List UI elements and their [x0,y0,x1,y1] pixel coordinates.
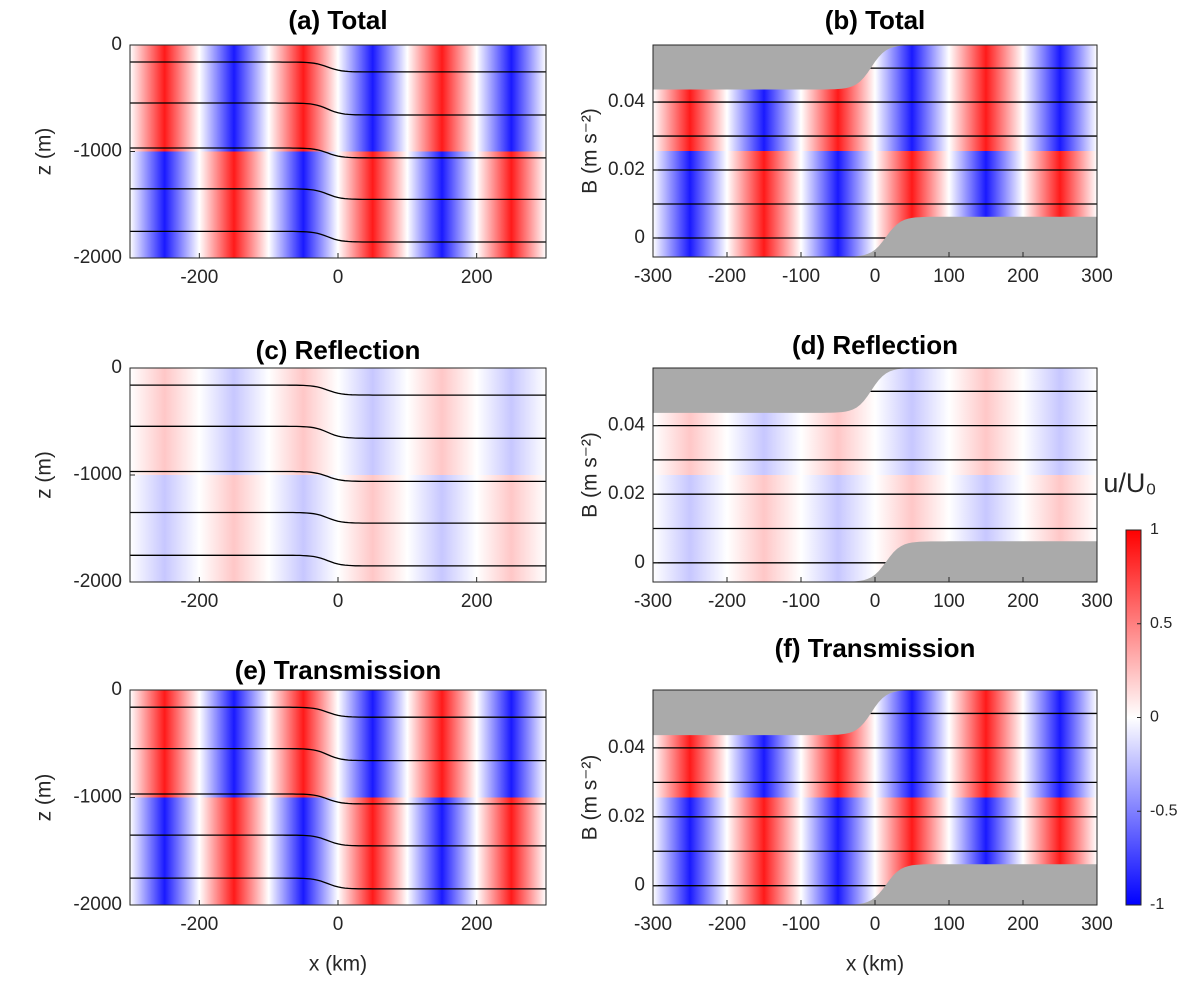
y-axis-label: B (m s⁻²) [579,108,602,194]
y-tick-label: 0.04 [608,415,645,436]
x-tick-label: 200 [461,591,493,612]
x-tick-label: -300 [634,914,672,935]
x-axis-label: x (km) [846,953,904,976]
y-tick-label: -2000 [73,247,122,268]
x-tick-label: 200 [1007,266,1039,287]
x-tick-label: 0 [870,914,881,935]
y-tick-label: -2000 [73,894,122,915]
y-tick-label: 0 [111,34,122,55]
panel-title: (d) Reflection [792,330,958,360]
y-axis-label: z (m) [33,451,56,499]
y-tick-label: 0.02 [608,483,645,504]
x-tick-label: 0 [333,914,344,935]
colorbar-tick-label: 0.5 [1150,615,1172,632]
y-tick-label: 0 [634,227,645,248]
panel-title: (b) Total [825,5,926,35]
contour-line [130,706,546,718]
x-tick-label: 200 [1007,591,1039,612]
y-tick-label: 0 [634,875,645,896]
y-axis-label: z (m) [33,774,56,822]
contour-line [130,230,546,243]
x-tick-label: 0 [333,267,344,288]
field-texture [130,368,546,475]
field-texture [130,690,546,798]
colorbar-label: u/U₀ [1103,468,1156,498]
x-tick-label: -300 [634,591,672,612]
x-tick-label: -200 [708,266,746,287]
x-tick-label: 300 [1081,914,1113,935]
contour-line [130,511,546,524]
x-tick-label: -100 [782,914,820,935]
masked-region [653,864,1097,905]
contour-line [130,834,546,847]
contour-line [130,102,546,116]
y-tick-label: 0 [111,679,122,700]
x-tick-label: 0 [870,266,881,287]
x-tick-label: -100 [782,266,820,287]
y-tick-label: -1000 [73,141,122,162]
masked-region [653,541,1097,582]
colorbar-tick-label: -1 [1150,896,1164,913]
masked-region [653,216,1097,257]
x-tick-label: 300 [1081,591,1113,612]
y-tick-label: 0.02 [608,806,645,827]
masked-region [653,368,1097,413]
contour-line [130,793,546,805]
contour-line [130,61,546,73]
x-tick-label: 100 [933,591,965,612]
masked-region [653,45,1097,90]
contour-line [130,877,546,890]
contour-line [130,747,546,762]
panel-title: (f) Transmission [775,633,976,663]
panel-title: (a) Total [288,5,387,35]
x-tick-label: 100 [933,914,965,935]
y-tick-label: 0.04 [608,737,645,758]
x-tick-label: -200 [708,591,746,612]
field-texture [130,45,546,152]
y-tick-label: 0.02 [608,159,645,180]
y-tick-label: 0 [111,357,122,378]
x-tick-label: 100 [933,266,965,287]
x-tick-label: -200 [180,914,218,935]
colorbar-tick-label: 1 [1150,521,1159,538]
y-tick-label: -1000 [73,464,122,485]
x-tick-label: 0 [333,591,344,612]
contour-line [130,188,546,201]
y-tick-label: 0.04 [608,91,645,112]
panel-title: (e) Transmission [235,655,442,685]
x-axis-label: x (km) [309,953,367,976]
panel-title: (c) Reflection [256,335,421,365]
x-tick-label: -100 [782,591,820,612]
x-tick-label: 300 [1081,266,1113,287]
y-tick-label: -2000 [73,571,122,592]
y-axis-label: B (m s⁻²) [579,755,602,841]
y-tick-label: 0 [634,552,645,573]
masked-region [653,690,1097,736]
x-tick-label: -200 [180,591,218,612]
y-axis-label: z (m) [33,128,56,176]
x-tick-label: 200 [1007,914,1039,935]
contour-line [130,384,546,396]
x-tick-label: -200 [180,267,218,288]
contour-line [130,554,546,567]
y-axis-label: B (m s⁻²) [579,432,602,518]
x-tick-label: 0 [870,591,881,612]
x-tick-label: -300 [634,266,672,287]
contour-line [130,425,546,439]
contour-line [130,147,546,159]
colorbar-tick-label: 0 [1150,709,1159,726]
contour-line [130,470,546,483]
y-tick-label: -1000 [73,787,122,808]
x-tick-label: 200 [461,914,493,935]
x-tick-label: 200 [461,267,493,288]
colorbar-tick-label: -0.5 [1150,802,1178,819]
x-tick-label: -200 [708,914,746,935]
